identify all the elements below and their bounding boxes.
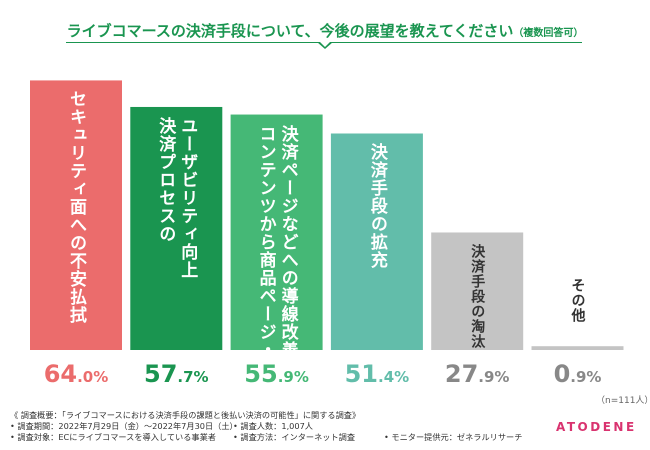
survey-target: • 調査対象：ECにライブコマースを導入している事業者 — [10, 432, 216, 442]
bar-6 — [531, 346, 624, 350]
value-int-1: 64 — [43, 360, 78, 388]
bar-1 — [30, 80, 122, 350]
value-dec-6: .9% — [570, 368, 602, 386]
survey-period: • 調査期間：2022年7月29日（金）〜2022年7月30日（土） — [10, 421, 238, 431]
value-label-6: 0.9% — [528, 360, 628, 391]
chart-title-block: ライブコマースの決済手段について、今後の展望を教えてください（複数回答可） — [0, 0, 650, 49]
bar-label-5: 決済手段の淘汰 — [469, 244, 486, 350]
value-label-5: 27.9% — [427, 360, 527, 391]
value-label-1: 64.0% — [26, 360, 126, 391]
bar-chart — [30, 80, 624, 351]
brand-logo: ATODENE — [556, 420, 637, 434]
chart-title: ライブコマースの決済手段について、今後の展望を教えてください（複数回答可） — [0, 20, 650, 41]
value-label-3: 55.9% — [227, 360, 327, 391]
survey-count: • 調査人数：1,007人 — [233, 421, 313, 431]
chart-title-note: （複数回答可） — [513, 28, 584, 39]
value-dec-4: .4% — [378, 368, 410, 386]
bar-label-3: 決済ページなどへの導線改善 コンテンツから商品ページ・ — [255, 124, 298, 359]
value-int-3: 55 — [244, 360, 278, 388]
survey-summary: 《 調査概要：「ライブコマースにおける決済手段の課題と後払い決済の可能性」に関す… — [10, 410, 361, 420]
bar-4 — [330, 133, 423, 350]
value-dec-1: .0% — [77, 368, 109, 386]
survey-provider: • モニター提供元：ゼネラルリサーチ — [384, 432, 523, 442]
value-int-6: 0 — [553, 360, 571, 388]
chart-title-text: ライブコマースの決済手段について、今後の展望を教えてください — [66, 22, 514, 40]
bar-5 — [431, 232, 524, 350]
value-label-2: 57.7% — [126, 360, 226, 391]
bar-label-1: セキュリティ面への不安払拭 — [66, 90, 86, 325]
bar-3 — [230, 114, 323, 351]
bar-label-4: 決済手段の拡充 — [366, 143, 387, 270]
bar-label-6: その他 — [569, 278, 586, 323]
bar-2 — [130, 106, 223, 351]
sample-size-label: （n=111人） — [596, 396, 650, 406]
value-int-2: 57 — [144, 360, 178, 388]
value-label-4: 51.4% — [327, 360, 427, 391]
value-int-4: 51 — [344, 360, 378, 388]
bar-group — [30, 80, 624, 351]
survey-method: • 調査方法：インターネット調査 — [233, 432, 356, 442]
value-dec-5: .9% — [478, 368, 510, 386]
bar-label-2: ユーザビリティ向上 決済プロセスの — [155, 116, 198, 279]
value-int-5: 27 — [444, 360, 479, 388]
survey-footer: 《 調査概要：「ライブコマースにおける決済手段の課題と後払い決済の可能性」に関す… — [0, 407, 650, 450]
value-dec-2: .7% — [177, 368, 209, 386]
value-dec-3: .9% — [277, 368, 309, 386]
title-caret-inner — [319, 41, 331, 47]
